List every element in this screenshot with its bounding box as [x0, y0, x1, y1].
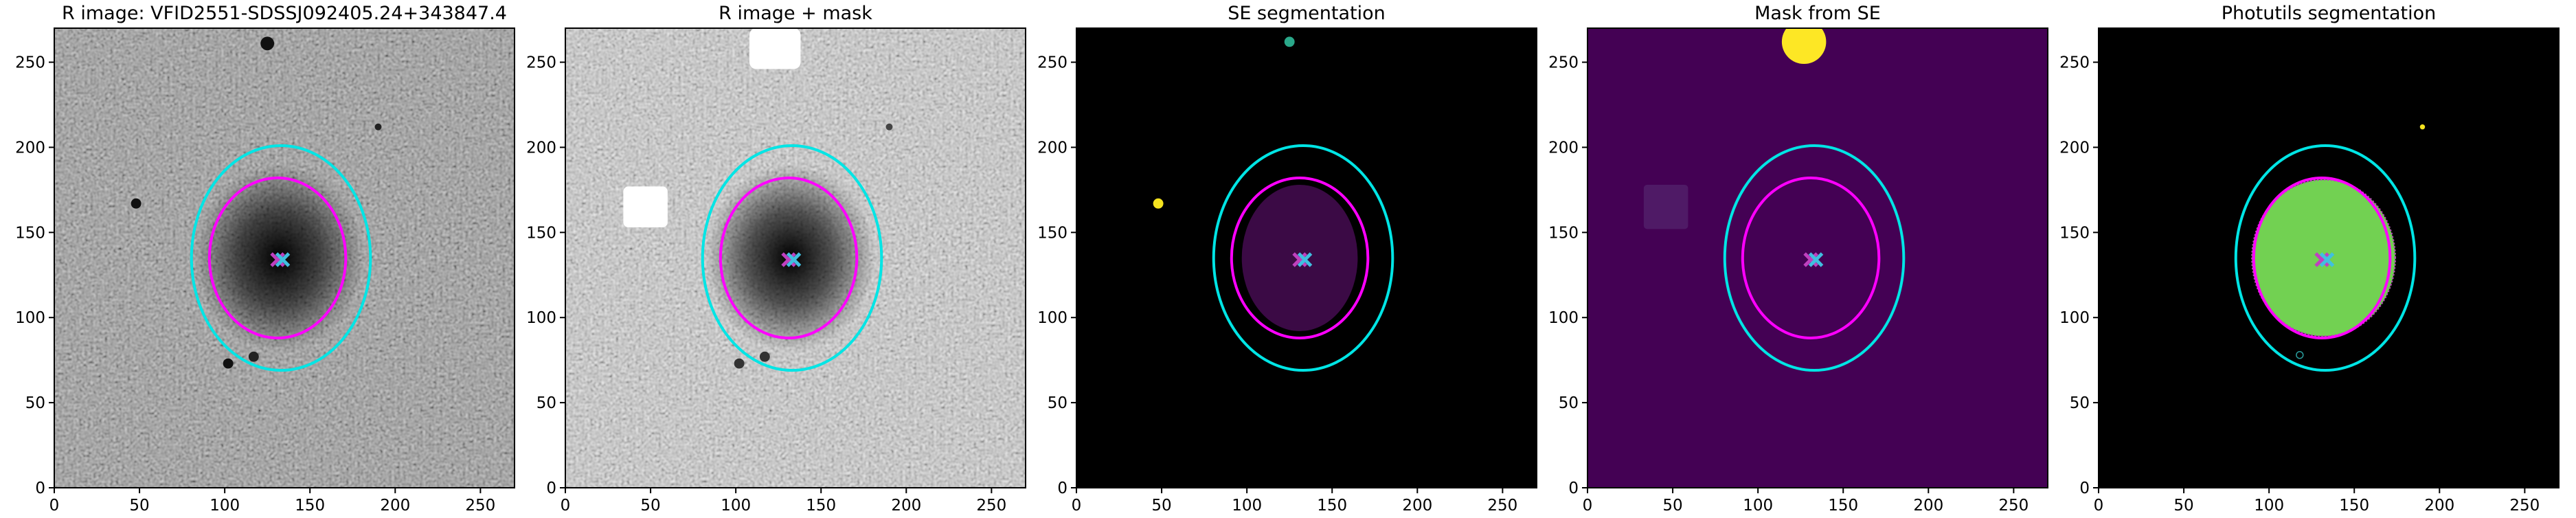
- x-tick-label: 150: [806, 497, 836, 515]
- y-tick-label: 100: [15, 309, 45, 327]
- center-marker: [1808, 252, 1824, 267]
- aperture-ellipse: [1212, 144, 1394, 372]
- y-tick-label: 250: [526, 54, 556, 72]
- y-tick-label: 200: [1548, 139, 1579, 157]
- center-marker: [2319, 252, 2335, 267]
- x-tick-label: 50: [2173, 497, 2193, 515]
- center-marker: [786, 252, 802, 267]
- x-tick-label: 0: [2094, 497, 2104, 515]
- center-marker: [270, 252, 285, 267]
- y-tick-label: 100: [1548, 309, 1579, 327]
- y-tick-label: 250: [1548, 54, 1579, 72]
- aperture-ellipse: [190, 144, 372, 372]
- y-tick-label: 0: [2079, 480, 2090, 497]
- y-tick-label: 0: [35, 480, 45, 497]
- x-tick-label: 200: [1913, 497, 1943, 515]
- aperture-ellipse: [1230, 177, 1370, 339]
- center-marker: [2314, 252, 2329, 267]
- x-tick-label: 250: [1998, 497, 2029, 515]
- x-tick-label: 200: [891, 497, 921, 515]
- center-marker: [275, 252, 291, 267]
- x-tick-label: 0: [1583, 497, 1593, 515]
- aperture-ellipse: [719, 177, 859, 339]
- y-tick-label: 50: [25, 394, 45, 412]
- x-tick-label: 100: [721, 497, 751, 515]
- x-tick-label: 50: [640, 497, 660, 515]
- y-tick-label: 200: [526, 139, 556, 157]
- x-tick-label: 100: [1232, 497, 1262, 515]
- y-tick-label: 50: [1048, 394, 1067, 412]
- x-tick-label: 100: [2254, 497, 2284, 515]
- x-tick-label: 200: [1402, 497, 1432, 515]
- y-tick-label: 100: [2059, 309, 2090, 327]
- y-tick-label: 150: [1548, 224, 1579, 242]
- y-tick-label: 100: [1037, 309, 1067, 327]
- x-tick-label: 150: [295, 497, 325, 515]
- axes-frame: [1587, 27, 2048, 488]
- y-tick-label: 250: [15, 54, 45, 72]
- x-tick-label: 150: [1828, 497, 1858, 515]
- panel-title: SE segmentation: [1228, 3, 1385, 24]
- panel-title: Mask from SE: [1754, 3, 1881, 24]
- y-tick-label: 50: [2070, 394, 2090, 412]
- center-marker: [1292, 252, 1307, 267]
- aperture-ellipse: [2252, 177, 2392, 339]
- y-tick-label: 150: [1037, 224, 1067, 242]
- x-tick-label: 100: [210, 497, 240, 515]
- y-tick-label: 250: [2059, 54, 2090, 72]
- x-tick-label: 0: [49, 497, 60, 515]
- x-tick-label: 250: [2509, 497, 2540, 515]
- center-marker: [1803, 252, 1818, 267]
- y-tick-label: 200: [2059, 139, 2090, 157]
- center-marker: [1297, 252, 1313, 267]
- image-panel: [1588, 28, 2048, 488]
- y-tick-label: 0: [546, 480, 556, 497]
- x-tick-label: 250: [465, 497, 495, 515]
- y-tick-label: 150: [526, 224, 556, 242]
- panel-title: R image: VFID2551-SDSSJ092405.24+343847.…: [62, 3, 507, 24]
- y-tick-label: 250: [1037, 54, 1067, 72]
- aperture-ellipse: [2234, 144, 2417, 372]
- axes-frame: [565, 27, 1026, 488]
- axes-frame: [2098, 27, 2560, 488]
- x-tick-label: 50: [129, 497, 149, 515]
- y-tick-label: 200: [15, 139, 45, 157]
- y-tick-label: 200: [1037, 139, 1067, 157]
- x-tick-label: 50: [1151, 497, 1171, 515]
- axes-frame: [1076, 27, 1537, 488]
- x-tick-label: 250: [976, 497, 1006, 515]
- y-tick-label: 150: [15, 224, 45, 242]
- aperture-ellipse: [1723, 144, 1906, 372]
- panel-title: R image + mask: [719, 3, 872, 24]
- x-tick-label: 200: [2424, 497, 2454, 515]
- y-tick-label: 0: [1568, 480, 1579, 497]
- x-tick-label: 0: [1072, 497, 1082, 515]
- aperture-ellipse: [207, 177, 348, 339]
- x-tick-label: 150: [1317, 497, 1347, 515]
- axes-frame: [54, 27, 515, 488]
- x-tick-label: 250: [1487, 497, 1517, 515]
- x-tick-label: 50: [1662, 497, 1682, 515]
- aperture-ellipse: [1741, 177, 1881, 339]
- y-tick-label: 0: [1057, 480, 1067, 497]
- aperture-ellipse: [701, 144, 883, 372]
- x-tick-label: 100: [1743, 497, 1773, 515]
- y-tick-label: 50: [536, 394, 556, 412]
- x-tick-label: 200: [380, 497, 410, 515]
- x-tick-label: 0: [561, 497, 571, 515]
- x-tick-label: 150: [2339, 497, 2369, 515]
- y-tick-label: 100: [526, 309, 556, 327]
- center-marker: [781, 252, 796, 267]
- panel-title: Photutils segmentation: [2222, 3, 2437, 24]
- y-tick-label: 50: [1559, 394, 1579, 412]
- y-tick-label: 150: [2059, 224, 2090, 242]
